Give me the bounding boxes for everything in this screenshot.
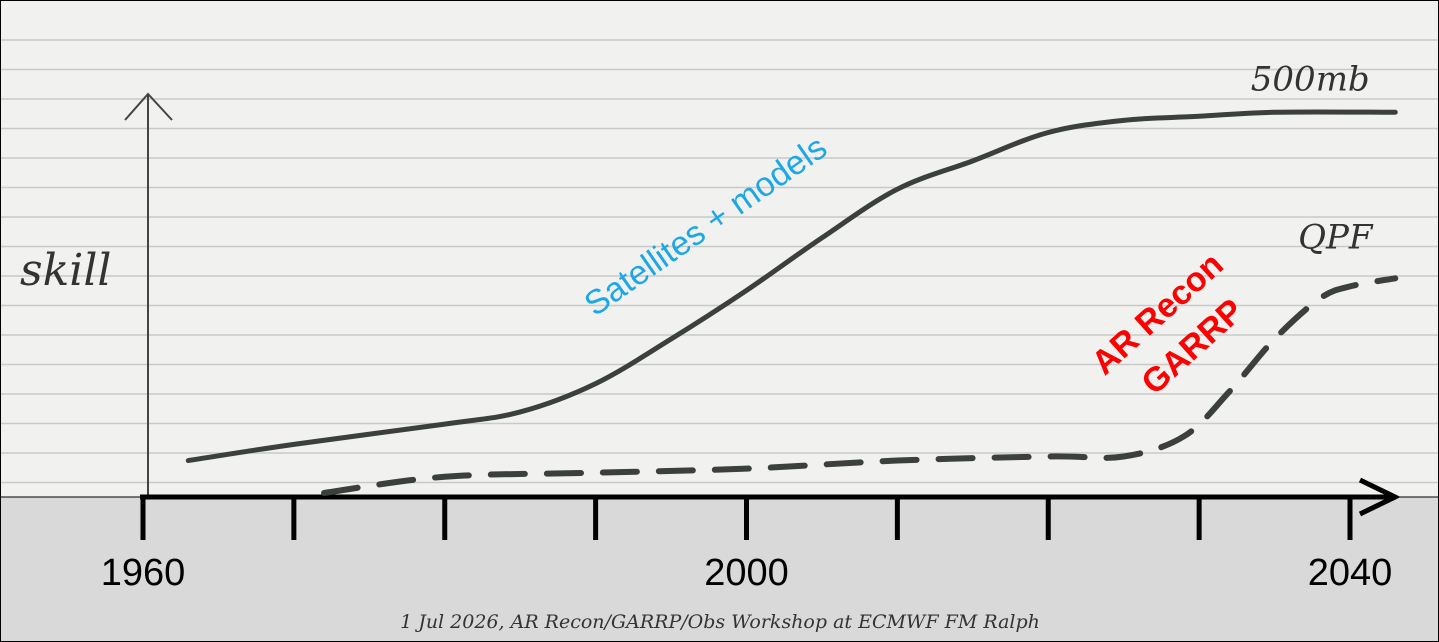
paper-lines — [0, 39, 1439, 484]
series-label: 500mb — [1251, 59, 1370, 99]
y-arrow — [124, 92, 173, 121]
paper — [0, 0, 1439, 497]
x-arrow — [1358, 477, 1401, 517]
series-line — [321, 275, 1399, 496]
y-axis-label: skill — [20, 245, 111, 296]
x-tick-label: 2040 — [1308, 552, 1393, 594]
series-line — [185, 109, 1398, 464]
x-tick-label: 1960 — [101, 552, 186, 594]
footer: 1 Jul 2026, AR Recon/GARRP/Obs Workshop … — [400, 611, 1040, 633]
x-tick-label: 2000 — [704, 552, 789, 594]
series-label: QPF — [1298, 217, 1374, 257]
